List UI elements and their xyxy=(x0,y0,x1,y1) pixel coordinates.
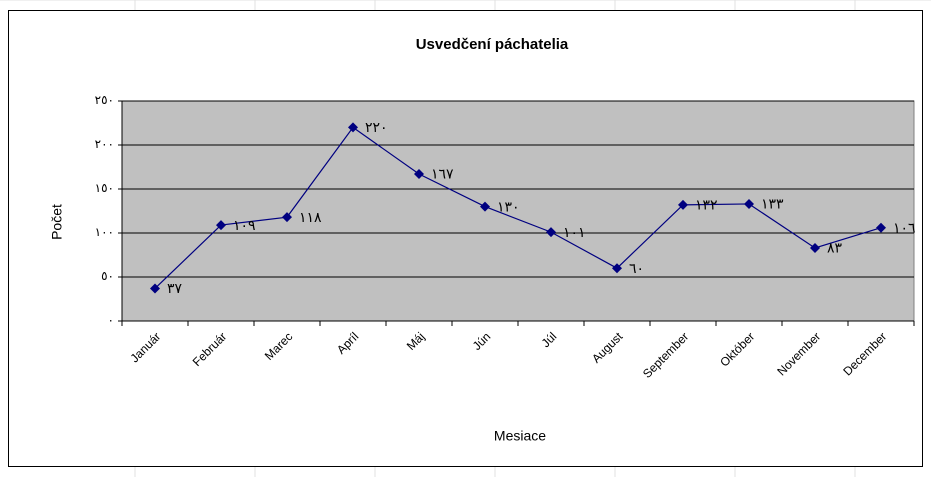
chart-title: Usvedčení páchatelia xyxy=(416,36,569,53)
data-point xyxy=(414,169,424,180)
data-label: ١٣٠ xyxy=(497,198,520,214)
y-tick-label: ٢٠٠ xyxy=(95,137,114,151)
data-label: ١٠٦ xyxy=(893,219,916,235)
y-tick-label: ١٥٠ xyxy=(95,181,114,195)
data-label: ٢٢٠ xyxy=(365,119,388,135)
y-tick-label: ٥٠ xyxy=(101,269,114,283)
data-point xyxy=(678,199,688,210)
y-axis-label: Počet xyxy=(49,204,65,240)
data-label: ٨٣ xyxy=(827,240,843,256)
data-point xyxy=(612,263,622,274)
data-point xyxy=(480,201,490,212)
data-point xyxy=(546,227,556,238)
data-label: ١٠١ xyxy=(563,224,586,240)
data-point xyxy=(282,212,292,223)
data-point xyxy=(150,283,160,294)
data-label: ١٣٣ xyxy=(761,196,784,212)
y-tick-label: ٠ xyxy=(108,313,114,327)
data-label: ١١٨ xyxy=(299,209,322,225)
data-label: ٣٧ xyxy=(167,280,183,296)
plot-area xyxy=(121,100,915,322)
y-tick-label: ٢٥٠ xyxy=(95,93,114,107)
data-line xyxy=(154,126,882,289)
data-point xyxy=(216,220,226,231)
data-label: ٦٠ xyxy=(629,260,644,276)
data-point xyxy=(348,122,358,133)
x-axis-label: Mesiace xyxy=(494,428,546,444)
data-label: ١٠٩ xyxy=(233,217,256,233)
data-point xyxy=(744,198,754,209)
data-label: ١٣٢ xyxy=(695,197,718,213)
data-label: ١٦٧ xyxy=(431,166,454,182)
y-tick-label: ١٠٠ xyxy=(95,225,114,239)
data-point xyxy=(810,242,820,253)
data-point xyxy=(876,222,886,233)
